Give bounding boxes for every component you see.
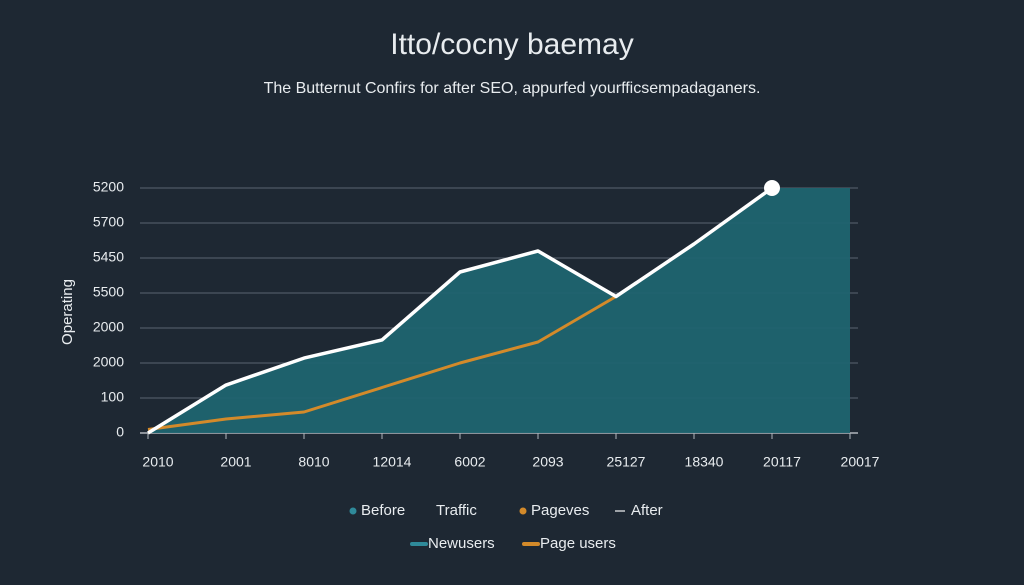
y-tick-label: 0 — [116, 424, 124, 440]
legend-marker — [522, 542, 540, 546]
legend-marker — [410, 542, 428, 546]
x-tick-label: 25127 — [607, 454, 646, 470]
line — [147, 186, 774, 435]
legend-label: Pageves — [531, 502, 589, 519]
y-axis-label: Operating — [59, 279, 76, 345]
y-tick-label: 5200 — [93, 179, 124, 195]
chart-title: Itto/cocny baemay — [390, 28, 633, 61]
x-tick-label: 2001 — [220, 454, 251, 470]
x-tick-label: 2010 — [142, 454, 173, 470]
legend-label: Page users — [540, 535, 616, 552]
x-tick-label: 18340 — [685, 454, 724, 470]
y-tick-label: 2000 — [93, 319, 124, 335]
chart-subtitle: The Butternut Confirs for after SEO, app… — [264, 80, 761, 97]
y-tick-label: 5700 — [93, 214, 124, 230]
x-tick-label: 20117 — [763, 454, 801, 470]
y-tick-label: 100 — [101, 389, 125, 405]
x-tick-label: 8010 — [298, 454, 329, 470]
legend-label: Before — [361, 502, 405, 519]
y-tick-label: 2000 — [93, 354, 124, 370]
legend-label: Traffic — [436, 502, 477, 519]
legend-label: Newusers — [428, 535, 495, 552]
legend-marker — [349, 507, 357, 515]
end-point — [764, 180, 780, 196]
y-tick-label: 5450 — [93, 249, 124, 265]
legend-marker — [519, 507, 527, 515]
y-tick-label: 5500 — [93, 284, 124, 300]
x-tick-label: 2093 — [532, 454, 563, 470]
x-tick-label: 12014 — [373, 454, 412, 470]
legend-label: After — [631, 502, 663, 519]
x-tick-label: 20017 — [841, 454, 880, 470]
area — [148, 188, 850, 433]
line — [147, 295, 617, 431]
x-tick-label: 6002 — [454, 454, 485, 470]
